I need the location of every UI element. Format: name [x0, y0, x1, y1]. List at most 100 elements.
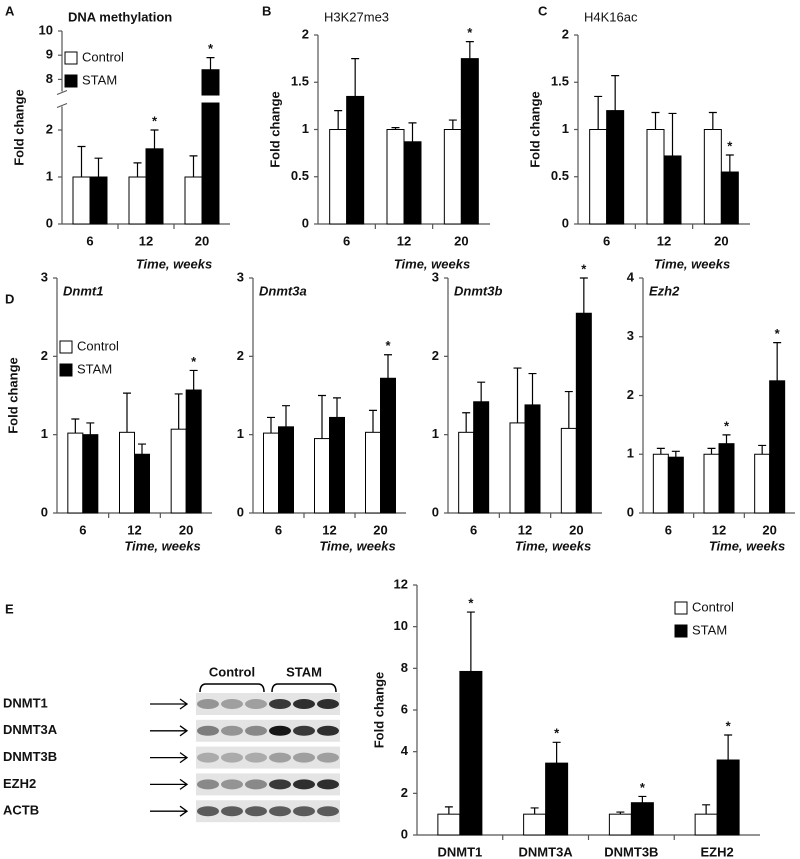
bar [365, 431, 381, 514]
error-bar [656, 447, 665, 455]
y-tick-label: 4 [627, 269, 635, 284]
blot-band [269, 699, 291, 709]
legend-label: STAM [82, 72, 117, 87]
bar [523, 813, 547, 836]
x-tick-label: 20 [179, 522, 193, 537]
significance-mark: * [191, 354, 197, 369]
error-bar [333, 397, 341, 418]
bar [703, 453, 720, 514]
bar [667, 456, 684, 514]
blot-band [293, 806, 315, 817]
panel-letter: C [538, 3, 548, 18]
bar [119, 431, 135, 514]
legend-swatch [59, 340, 73, 354]
blot-band [197, 699, 219, 709]
y-tick-label: 9 [46, 47, 53, 62]
error-bar [530, 807, 539, 815]
significance-mark: * [467, 25, 473, 40]
error-bar [408, 122, 417, 142]
bar [509, 422, 526, 514]
bar [524, 404, 541, 514]
bar [630, 802, 654, 836]
bar [608, 813, 632, 836]
error-bar [668, 112, 677, 156]
panel-letter: A [5, 3, 15, 18]
y-tick-label: 3 [237, 269, 244, 284]
error-bar [318, 394, 326, 439]
significance-mark: * [581, 261, 587, 276]
error-bar [725, 154, 734, 173]
blot-arrow [150, 725, 189, 737]
error-bar [267, 416, 275, 434]
bar [459, 670, 483, 836]
error-bar [528, 372, 537, 405]
y-tick-label: 0.5 [291, 168, 309, 183]
x-tick-label: 20 [195, 233, 209, 248]
blot-band [197, 752, 219, 763]
x-tick-label: 12 [657, 233, 671, 248]
y-axis-label: Fold change [371, 672, 386, 749]
legend-swatch [64, 74, 78, 88]
significance-mark: * [208, 41, 214, 56]
y-tick-label: 0 [41, 504, 48, 519]
axis-break-mark [56, 90, 68, 108]
chart-title: Dnmt1 [63, 283, 103, 298]
x-tick-label: 20 [762, 522, 776, 537]
blot-band [317, 806, 339, 817]
error-bar [71, 418, 80, 434]
x-tick-label: 6 [86, 233, 93, 248]
y-tick-label: 2 [401, 785, 408, 800]
error-bar [174, 393, 183, 430]
x-tick-label: 20 [373, 522, 387, 537]
blot-band [269, 752, 291, 763]
blot-strip [196, 800, 340, 823]
x-axis-label: Time, weeks [654, 256, 730, 271]
y-tick-label: 4 [401, 743, 409, 758]
error-bar [513, 367, 522, 423]
y-axis-label: Fold change [11, 89, 26, 166]
y-tick-label: 0 [562, 215, 569, 230]
blot-row-label: DNMT1 [3, 695, 48, 710]
legend-label: Control [82, 49, 124, 64]
chart-title: Dnmt3b [454, 283, 502, 298]
x-axis-label: Time, weeks [136, 256, 212, 271]
y-tick-label: 3 [41, 269, 48, 284]
x-axis-label: Time, weeks [515, 538, 591, 553]
blot-band [293, 779, 315, 790]
error-bar [638, 795, 647, 803]
panel-letter: E [5, 601, 14, 616]
legend-swatch [64, 51, 78, 65]
bar [545, 762, 569, 836]
error-bar [351, 58, 360, 97]
y-axis-label: Fold change [267, 91, 282, 168]
y-tick-label: 2 [46, 121, 53, 136]
y-axis-label: Fold change [5, 357, 20, 434]
bar [314, 438, 330, 514]
y-tick-label: 2 [627, 387, 634, 402]
bar [663, 155, 682, 225]
y-tick-label: 0 [401, 826, 408, 841]
x-tick-label: 12 [397, 233, 411, 248]
significance-mark: * [775, 326, 781, 341]
blot-band [221, 699, 243, 709]
significance-mark: * [724, 418, 730, 433]
bar [185, 389, 202, 514]
blot-band [317, 779, 339, 790]
error-bar [611, 75, 620, 111]
blot-band [221, 779, 243, 790]
significance-mark: * [640, 780, 646, 795]
x-tick-label: DNMT3B [604, 844, 658, 859]
blot-arrow [150, 778, 189, 790]
blot-strip [196, 773, 340, 796]
bar [720, 171, 739, 225]
chart-title: Dnmt3a [259, 283, 307, 298]
blot-band [317, 725, 339, 736]
blot-row-label: ACTB [3, 803, 39, 818]
x-axis-label: Time, weeks [319, 538, 395, 553]
blot-band [269, 725, 291, 736]
bar [72, 176, 91, 225]
y-tick-label: 0 [432, 504, 439, 519]
legend-swatch [59, 363, 73, 377]
error-bar [206, 57, 215, 70]
